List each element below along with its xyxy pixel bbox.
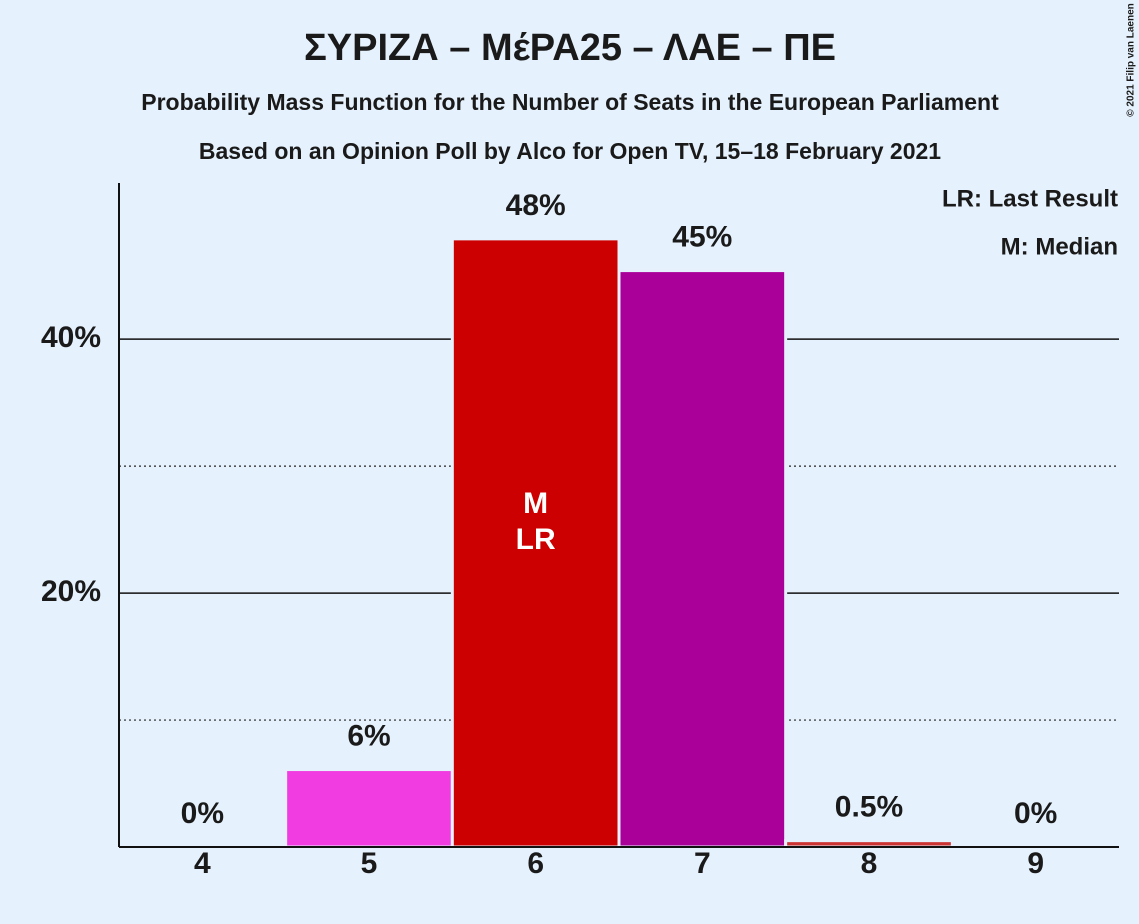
x-tick-label: 9 [1027,847,1044,880]
x-tick-label: 7 [694,847,711,880]
chart-subtitle: Based on an Opinion Poll by Alco for Ope… [199,138,941,164]
y-tick-label: 20% [41,575,101,608]
value-label: 48% [506,189,566,222]
x-tick-label: 4 [194,847,211,880]
bar [617,269,788,849]
chart-subtitle: Probability Mass Function for the Number… [141,89,999,115]
y-tick-label: 40% [41,321,101,354]
x-tick-label: 6 [527,847,544,880]
bar [450,237,621,849]
legend-entry: LR: Last Result [942,185,1118,212]
value-label: 6% [347,719,390,752]
value-label: 0.5% [835,791,903,824]
legend-entry: M: Median [1001,233,1118,260]
x-tick-label: 8 [861,847,878,880]
value-label: 0% [181,797,224,830]
bar [284,768,454,849]
x-tick-label: 5 [361,847,378,880]
copyright: © 2021 Filip van Laenen [1126,3,1137,117]
chart-title: ΣΥΡΙΖΑ – ΜέΡΑ25 – ΛΑΕ – ΠΕ [304,27,836,69]
median-marker: M [523,487,548,520]
value-label: 0% [1014,797,1057,830]
last-result-marker: LR [516,523,556,556]
value-label: 45% [672,221,732,254]
